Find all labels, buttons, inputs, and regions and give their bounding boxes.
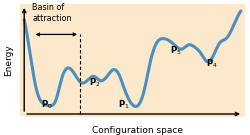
Text: Basin of
attraction: Basin of attraction xyxy=(32,3,72,23)
Text: P$_1$: P$_1$ xyxy=(118,98,130,111)
Text: Configuration space: Configuration space xyxy=(92,126,182,135)
Text: P$_2$: P$_2$ xyxy=(89,76,101,89)
Text: P$_0$: P$_0$ xyxy=(42,98,53,111)
Text: P$_4$: P$_4$ xyxy=(206,58,218,70)
Text: Energy: Energy xyxy=(4,44,13,76)
Text: P$_5$: P$_5$ xyxy=(170,45,181,58)
